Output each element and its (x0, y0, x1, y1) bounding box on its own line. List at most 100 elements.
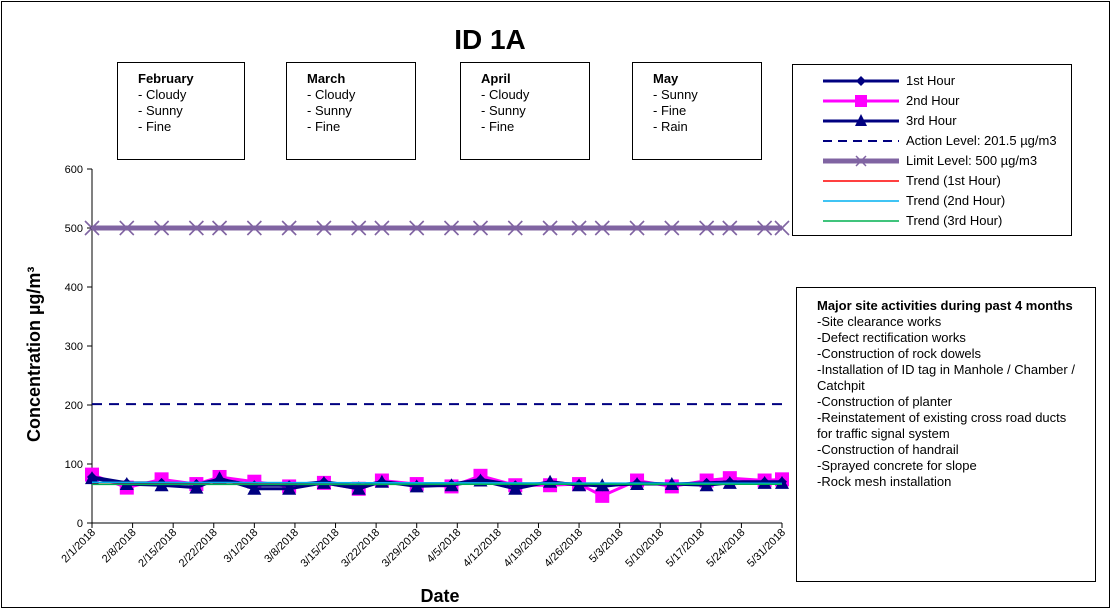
data-point (775, 475, 789, 489)
limit-level-marker (188, 220, 204, 236)
legend-label: 3rd Hour (906, 113, 957, 128)
limit-level-marker (507, 220, 523, 236)
site-activity-item: -Site clearance works (817, 314, 942, 329)
chart-title: ID 1A (454, 24, 526, 55)
month-note-march: March - Cloudy - Sunny - Fine (286, 62, 416, 160)
x-tick-label: 4/19/2018 (502, 527, 545, 570)
x-tick-label: 5/24/2018 (704, 527, 747, 570)
month-note-title: May (653, 71, 679, 86)
limit-level-marker (542, 220, 558, 236)
legend-swatch (823, 220, 899, 222)
data-point (247, 481, 262, 495)
legend-label: Action Level: 201.5 µg/m3 (906, 133, 1057, 148)
x-tick-label: 5/31/2018 (745, 527, 788, 570)
month-note-item: - Fine (138, 119, 172, 134)
limit-level-marker (722, 220, 738, 236)
limit-level-marker (351, 220, 367, 236)
legend-swatch (823, 114, 899, 126)
legend-label: Trend (2nd Hour) (906, 193, 1006, 208)
x-tick-label: 5/10/2018 (623, 527, 666, 570)
site-activity-item: -Construction of planter (817, 394, 953, 409)
site-activity-item: -Rock mesh installation (817, 474, 952, 489)
legend-item-trend-3rd-hour: Trend (3rd Hour) (793, 211, 1071, 231)
x-tick-label: 3/1/2018 (222, 527, 261, 566)
limit-level-marker (594, 220, 610, 236)
month-note-april: April - Cloudy - Sunny - Fine (460, 62, 590, 160)
limit-level-marker (281, 220, 297, 236)
month-note-item: - Cloudy (481, 87, 530, 102)
limit-level-marker (664, 220, 680, 236)
site-activity-item: -Installation of ID tag in Manhole / Cha… (817, 362, 1075, 393)
month-note-item: - Fine (653, 103, 687, 118)
x-tick-label: 3/22/2018 (339, 527, 382, 570)
month-note-item: - Sunny (307, 103, 352, 118)
limit-level-marker (316, 220, 332, 236)
site-activity-item: -Reinstatement of existing cross road du… (817, 410, 1067, 441)
x-tick-label: 2/8/2018 (100, 527, 139, 566)
limit-level-marker (409, 220, 425, 236)
month-note-item: - Sunny (481, 103, 526, 118)
site-activity-item: -Construction of handrail (817, 442, 959, 457)
month-note-item: - Fine (481, 119, 515, 134)
month-note-item: - Cloudy (307, 87, 356, 102)
y-tick-label: 100 (65, 459, 83, 471)
legend-swatch (823, 180, 899, 182)
legend-swatch (823, 95, 899, 107)
data-point (757, 475, 772, 489)
site-activities-title: Major site activities during past 4 mont… (817, 298, 1073, 313)
legend-label: 1st Hour (906, 73, 956, 88)
y-tick-label: 200 (65, 400, 83, 412)
legend-swatch (823, 155, 899, 167)
data-point (508, 481, 523, 495)
limit-level-marker (571, 220, 587, 236)
limit-level-marker (443, 220, 460, 236)
legend-label: Limit Level: 500 µg/m3 (906, 153, 1038, 168)
legend-item-2nd-hour: 2nd Hour (793, 91, 1071, 111)
x-tick-label: 2/15/2018 (136, 527, 179, 570)
month-note-title: April (481, 71, 511, 86)
x-tick-label: 4/5/2018 (425, 527, 464, 566)
month-note-item: - Sunny (138, 103, 183, 118)
data-point (189, 480, 204, 494)
y-tick-label: 400 (65, 282, 83, 294)
legend-label: 2nd Hour (906, 93, 960, 108)
limit-level-marker (154, 220, 170, 236)
limit-level-marker (472, 220, 489, 236)
legend-item-action-level: Action Level: 201.5 µg/m3 (793, 131, 1071, 151)
y-axis-label: Concentration µg/m³ (24, 266, 44, 442)
data-point (595, 488, 610, 503)
data-point (282, 481, 297, 495)
x-tick-label: 2/22/2018 (177, 527, 220, 570)
data-point (85, 471, 99, 485)
site-activity-item: -Construction of rock dowels (817, 346, 982, 361)
x-tick-label: 3/8/2018 (262, 527, 301, 566)
limit-level-marker (246, 220, 262, 236)
site-activity-item: -Sprayed concrete for slope (817, 458, 977, 473)
y-tick-label: 300 (65, 341, 83, 353)
x-tick-label: 2/1/2018 (59, 527, 98, 566)
data-point (212, 471, 227, 485)
limit-level-marker (211, 220, 228, 236)
limit-level-marker (757, 220, 773, 236)
data-point (722, 475, 737, 489)
data-point (119, 477, 134, 491)
legend-item-limit-level: Limit Level: 500 µg/m3 (793, 151, 1071, 171)
x-tick-label: 5/17/2018 (664, 527, 707, 570)
x-tick-label: 4/26/2018 (542, 527, 585, 570)
legend-label: Trend (1st Hour) (906, 173, 1001, 188)
y-tick-label: 0 (77, 518, 83, 530)
legend-swatch (823, 200, 899, 202)
month-note-title: February (138, 71, 194, 86)
x-tick-label: 4/12/2018 (461, 527, 504, 570)
x-tick-label: 5/3/2018 (587, 527, 626, 566)
legend-item-trend-2nd-hour: Trend (2nd Hour) (793, 191, 1071, 211)
limit-level-marker (629, 220, 645, 236)
y-tick-label: 500 (65, 223, 83, 235)
limit-level-marker (84, 220, 100, 236)
trend-line-2nd-hour (91, 481, 783, 485)
data-point (351, 481, 366, 495)
x-tick-label: 3/15/2018 (299, 527, 342, 570)
limit-level-marker (699, 220, 715, 236)
